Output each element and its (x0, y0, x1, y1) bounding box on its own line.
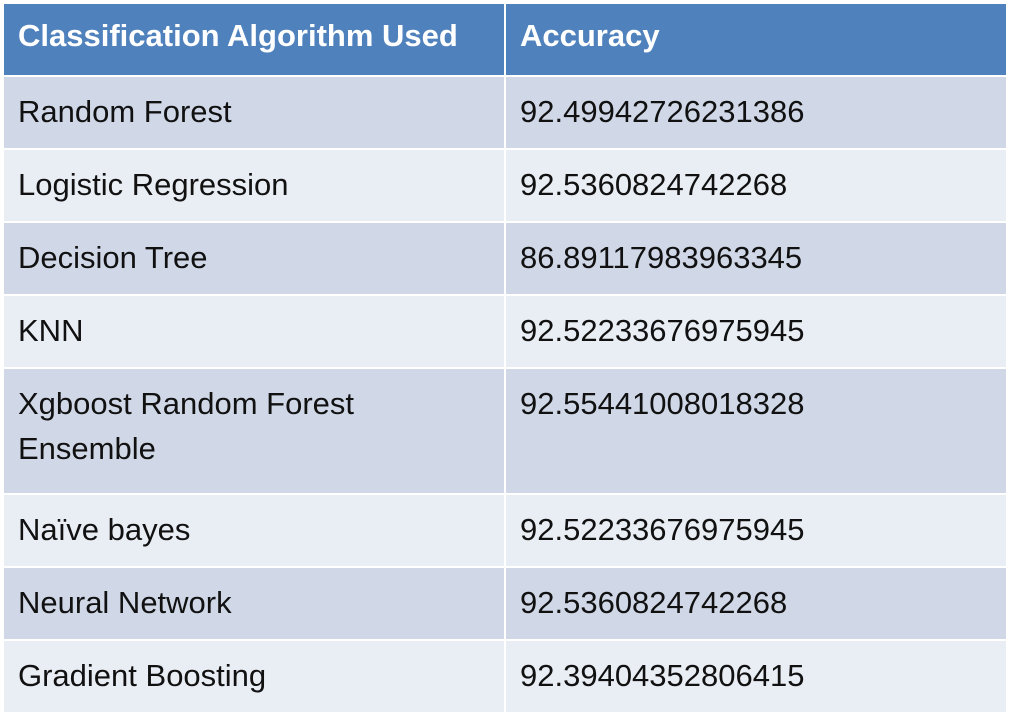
table-row: Neural Network 92.5360824742268 (2, 566, 1008, 641)
algorithm-cell: Xgboost Random Forest Ensemble (2, 367, 506, 495)
accuracy-cell: 92.5360824742268 (504, 148, 1008, 223)
header-row: Classification Algorithm Used Accuracy (2, 2, 1008, 77)
table-row: KNN 92.52233676975945 (2, 294, 1008, 369)
table-row: Decision Tree 86.89117983963345 (2, 221, 1008, 296)
table-row: Gradient Boosting 92.39404352806415 (2, 639, 1008, 714)
accuracy-cell: 92.39404352806415 (504, 639, 1008, 714)
algorithm-cell: Naïve bayes (2, 493, 506, 568)
accuracy-cell: 86.89117983963345 (504, 221, 1008, 296)
algorithm-cell: Neural Network (2, 566, 506, 641)
algorithm-cell: Decision Tree (2, 221, 506, 296)
accuracy-cell: 92.55441008018328 (504, 367, 1008, 495)
algorithm-cell: Random Forest (2, 75, 506, 150)
accuracy-cell: 92.52233676975945 (504, 294, 1008, 369)
accuracy-cell: 92.49942726231386 (504, 75, 1008, 150)
table-body: Random Forest 92.49942726231386 Logistic… (2, 75, 1008, 714)
accuracy-cell: 92.52233676975945 (504, 493, 1008, 568)
algorithm-cell: KNN (2, 294, 506, 369)
algorithm-cell: Gradient Boosting (2, 639, 506, 714)
table-row: Logistic Regression 92.5360824742268 (2, 148, 1008, 223)
table-row: Random Forest 92.49942726231386 (2, 75, 1008, 150)
header-algorithm: Classification Algorithm Used (2, 2, 506, 77)
table-row: Naïve bayes 92.52233676975945 (2, 493, 1008, 568)
accuracy-cell: 92.5360824742268 (504, 566, 1008, 641)
table-row: Xgboost Random Forest Ensemble 92.554410… (2, 367, 1008, 495)
algorithm-cell: Logistic Regression (2, 148, 506, 223)
header-accuracy: Accuracy (504, 2, 1008, 77)
table-header: Classification Algorithm Used Accuracy (2, 2, 1008, 77)
